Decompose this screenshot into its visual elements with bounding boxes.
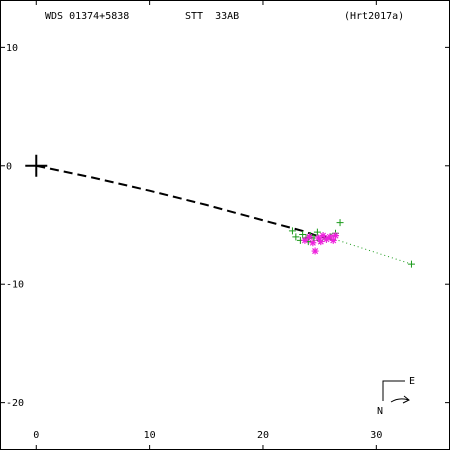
measurement-star-point [315,234,323,242]
measurement-plus-point [292,233,300,241]
orbit-path [36,164,332,239]
x-tick-label: 30 [370,430,382,441]
measurement-star-point [305,233,313,241]
x-tick-label: 10 [144,430,156,441]
compass-east-arm [382,380,405,401]
compass-arrow-icon [390,395,410,404]
discoverer-code: STT 33AB [185,11,240,22]
primary-star-marker [25,154,48,177]
measurement-star-point [332,232,340,240]
y-tick-label: -10 [6,280,24,291]
measurement-plus-point [288,227,296,235]
x-tick-label: 20 [257,430,269,441]
compass-east-label: E [409,376,415,387]
wds-designation: WDS 01374+5838 [45,11,130,22]
y-tick-label: -20 [6,398,24,409]
measurement-star-point [309,239,317,247]
measurement-star-point [322,235,330,243]
compass-indicator: E N [377,376,415,417]
measurement-star-point [301,236,309,244]
orbit-reference: (Hrt2017a) [344,11,405,22]
measurement-star-point [326,233,334,241]
measurement-points [288,219,415,268]
measurement-star-point [319,232,327,240]
y-tick-label: 10 [6,43,18,54]
compass-north-label: N [377,406,383,417]
measurement-plus-point [407,260,415,268]
residual-line [330,237,412,265]
measurement-star-point [311,247,319,255]
x-tick-label: 0 [33,430,39,441]
measurement-star-point [317,238,325,246]
measurement-plus-point [313,228,321,236]
measurement-plus-point [299,230,307,238]
y-tick-label: 0 [6,161,12,172]
measurement-plus-point [336,219,344,227]
measurement-star-point [329,236,337,244]
orbit-layer [25,154,412,265]
